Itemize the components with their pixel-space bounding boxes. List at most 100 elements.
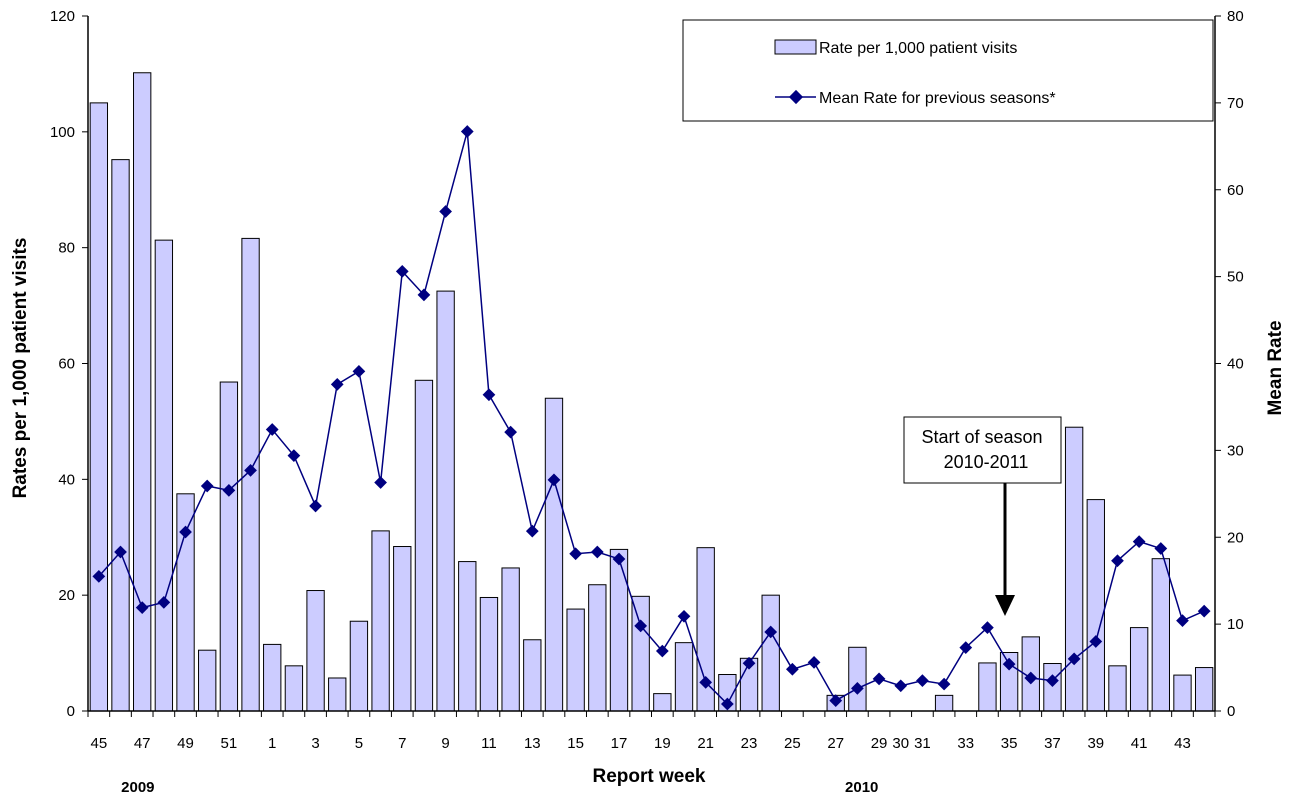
mean-rate-point-week-15 [569,547,583,561]
mean-rate-point-week-26 [807,655,821,669]
mean-rate-point-week-11 [482,388,496,402]
annotation-box [903,416,1062,484]
mean-rate-point-week-3 [309,499,322,513]
bar-week-6 [371,530,390,712]
x-tick-label: 30 [892,735,909,752]
bar-week-9 [436,290,455,712]
legend-bar-label: Rate per 1,000 patient visits [819,40,1017,57]
bar-week-24 [761,594,780,712]
bar-week-7 [393,546,412,712]
y-tick-label: 80 [58,240,75,257]
annotation-line-2: 2010-2011 [944,452,1029,472]
bar-week-39 [1086,499,1105,712]
bar-week-46 [111,159,130,712]
mean-rate-point-week-51 [222,483,236,497]
bar-week-4 [328,677,347,712]
x-tick-label: 49 [177,735,194,752]
y2-tick-label: 40 [1227,356,1244,373]
axes [82,15,1221,717]
y-axis-title: Rates per 1,000 patient visits [10,238,31,499]
x-tick-label: 5 [355,735,363,752]
mean-rate-point-week-6 [374,476,387,489]
x-tick-label: 29 [871,735,888,752]
legend-line-label: Mean Rate for previous seasons* [819,90,1056,107]
y2-tick-label: 70 [1227,95,1244,112]
year-label: 2010 [845,779,878,796]
mean-rate-point-week-29 [872,672,886,686]
x-tick-label: 21 [697,735,714,752]
x-tick-label: 31 [914,735,931,752]
x-tick-label: 37 [1044,735,1061,752]
x-tick-label: 11 [481,735,497,752]
x-tick-label: 33 [957,735,974,752]
bar-week-14 [544,397,564,712]
y-tick-label: 20 [58,587,75,604]
x-tick-label: 3 [311,735,319,752]
x-tick-label: 19 [654,735,671,752]
x-tick-label: 39 [1087,735,1104,752]
mean-rate-point-week-31 [916,674,929,687]
legend-bar-swatch [774,39,817,55]
x-tick-label: 15 [567,735,584,752]
mean-rate-point-week-20 [677,609,691,623]
year-label: 2009 [121,779,154,796]
mean-rate-point-week-52 [244,463,257,477]
legend-line-marker [788,89,804,105]
bar-week-13 [523,639,542,712]
legend: Rate per 1,000 patient visits Mean Rate … [682,19,1214,122]
x-tick-label: 1 [268,735,276,752]
mean-rate-point-week-4 [330,377,344,391]
bar-series [89,72,1214,712]
y-tick-label: 0 [67,703,75,720]
bar-week-20 [674,642,694,712]
y2-tick-label: 50 [1227,269,1244,286]
bar-week-15 [566,608,585,712]
mean-rate-point-week-2 [287,449,301,462]
mean-rate-point-week-5 [352,364,366,378]
bar-week-10 [458,561,477,712]
mean-rate-point-week-9 [439,205,452,218]
bar-week-51 [219,381,239,712]
bar-week-8 [414,379,434,712]
bar-week-5 [349,620,369,712]
bar-week-28 [848,646,867,712]
bar-week-48 [154,239,174,712]
x-tick-label: 9 [441,735,449,752]
y2-tick-labels: 0 10 20 30 40 50 60 70 80 [1227,8,1244,720]
y-tick-label: 100 [50,124,75,141]
bar-week-50 [198,649,217,712]
bar-week-11 [479,596,499,712]
bar-week-19 [653,693,672,712]
bar-week-16 [588,584,607,712]
y-tick-label: 60 [58,356,75,373]
x-tick-label: 23 [741,735,758,752]
annotation-arrow-head [995,595,1015,616]
mean-rate-line [98,131,1205,706]
bar-week-44 [1194,667,1214,712]
annotation-line-1: Start of season [921,427,1042,447]
legend-box [682,19,1214,122]
bar-week-32 [934,694,954,712]
y-tick-label: 120 [50,8,75,25]
x-tick-labels: 45 47 49 51 1 3 5 7 9 11 13 15 17 19 21 23 25 27 29 30 31 33 3… [90,735,1190,752]
y2-tick-label: 80 [1227,8,1244,25]
bar-week-42 [1151,558,1170,712]
mean-rate-point-week-25 [786,662,799,676]
bar-week-40 [1108,665,1127,712]
x-axis-title: Report week [593,766,706,787]
y2-axis-title: Mean Rate [1265,320,1286,415]
x-tick-label: 25 [784,735,801,752]
mean-rate-point-week-7 [395,265,409,278]
mean-rate-point-week-13 [525,524,539,538]
x-tick-label: 51 [221,735,238,752]
bar-week-41 [1129,627,1149,712]
mean-rate-point-week-30 [894,679,908,693]
bar-week-1 [263,643,282,712]
bar-week-38 [1064,426,1084,712]
x-tick-label: 27 [827,735,844,752]
x-tick-label: 35 [1001,735,1018,752]
bar-week-12 [501,567,520,712]
y-tick-labels: 0 20 40 60 80 100 120 [50,8,75,720]
bar-week-37 [1043,663,1062,712]
